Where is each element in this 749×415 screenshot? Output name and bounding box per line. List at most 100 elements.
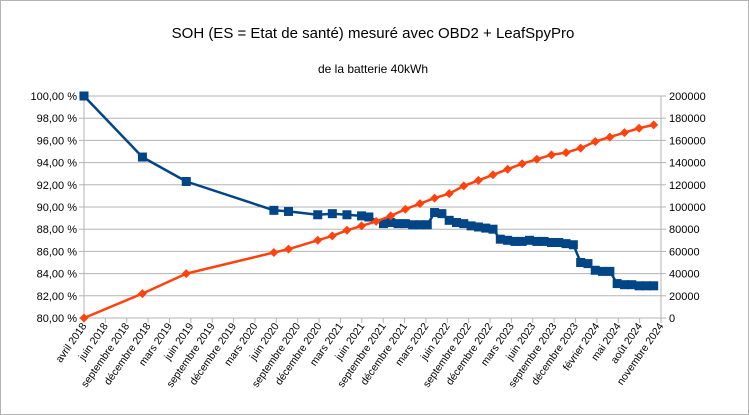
data-point bbox=[415, 199, 425, 209]
data-point bbox=[503, 235, 513, 245]
data-point bbox=[181, 269, 191, 279]
data-point bbox=[488, 170, 498, 180]
data-point bbox=[408, 220, 418, 230]
data-point bbox=[459, 181, 469, 191]
data-point bbox=[181, 176, 191, 186]
data-point bbox=[554, 238, 564, 248]
data-point bbox=[561, 239, 571, 249]
grid-layer bbox=[84, 95, 661, 319]
data-point bbox=[510, 236, 520, 246]
data-point bbox=[495, 234, 505, 244]
data-point bbox=[371, 216, 381, 226]
data-point bbox=[525, 235, 535, 245]
data-point bbox=[284, 244, 294, 254]
data-point bbox=[561, 148, 571, 158]
data-point bbox=[444, 215, 454, 225]
right-tick-label: 20000 bbox=[669, 291, 700, 303]
data-point bbox=[378, 219, 388, 229]
right-tick-label: 200000 bbox=[669, 91, 706, 103]
data-point bbox=[393, 219, 403, 229]
data-point bbox=[79, 313, 89, 323]
series-right-axis bbox=[79, 120, 659, 323]
data-point bbox=[539, 236, 549, 246]
left-tick-label: 88,00 % bbox=[37, 224, 78, 236]
data-point bbox=[473, 175, 483, 185]
data-point bbox=[327, 209, 337, 219]
data-point bbox=[568, 240, 578, 250]
left-tick-label: 90,00 % bbox=[37, 202, 78, 214]
data-point bbox=[590, 137, 600, 147]
right-axis: 0 20000 40000 60000 80000 100000 120000 140000 1… bbox=[661, 91, 706, 325]
data-point bbox=[451, 218, 461, 228]
data-point bbox=[532, 154, 542, 164]
data-point bbox=[137, 152, 147, 162]
chart-title: SOH (ES = Etat de santé) mesuré avec OBD… bbox=[172, 25, 575, 42]
data-point bbox=[386, 218, 396, 228]
data-point bbox=[532, 236, 542, 246]
data-point bbox=[342, 210, 352, 220]
left-tick-label: 80,00 % bbox=[37, 313, 78, 325]
right-tick-label: 100000 bbox=[669, 202, 706, 214]
left-axis: 80,00 % 82,00 % 84,00 % 86,00 % 88,00 % 90,00… bbox=[31, 91, 84, 325]
left-tick-label: 100,00 % bbox=[31, 91, 78, 103]
right-tick-label: 120000 bbox=[669, 180, 706, 192]
chart-subtitle: de la batterie 40kWh bbox=[318, 62, 428, 76]
data-point bbox=[649, 281, 659, 291]
data-point bbox=[576, 258, 586, 267]
data-point bbox=[473, 222, 483, 232]
data-point bbox=[503, 164, 513, 174]
data-point bbox=[649, 120, 659, 130]
data-point bbox=[386, 211, 396, 221]
data-point bbox=[641, 281, 651, 291]
data-point bbox=[627, 280, 637, 290]
data-point bbox=[415, 220, 425, 230]
data-point bbox=[459, 219, 469, 229]
data-point bbox=[619, 128, 629, 138]
series-layer bbox=[79, 91, 659, 323]
data-point bbox=[605, 132, 615, 142]
data-point bbox=[576, 143, 586, 153]
left-tick-label: 92,00 % bbox=[37, 180, 78, 192]
data-point bbox=[357, 211, 367, 221]
data-point bbox=[430, 193, 440, 203]
left-tick-label: 94,00 % bbox=[37, 158, 78, 170]
data-point bbox=[481, 223, 491, 233]
series-line bbox=[83, 95, 654, 288]
right-tick-label: 160000 bbox=[669, 135, 706, 147]
data-point bbox=[590, 265, 600, 275]
data-point bbox=[517, 159, 527, 169]
data-point bbox=[612, 279, 622, 289]
data-point bbox=[137, 289, 147, 299]
data-point bbox=[437, 209, 447, 219]
left-tick-label: 86,00 % bbox=[37, 246, 78, 258]
data-point bbox=[430, 208, 440, 218]
data-point bbox=[79, 91, 89, 101]
left-tick-label: 82,00 % bbox=[37, 291, 78, 303]
right-tick-label: 0 bbox=[669, 313, 675, 325]
right-tick-label: 40000 bbox=[669, 269, 700, 281]
data-point bbox=[422, 220, 432, 230]
data-point bbox=[327, 231, 337, 241]
data-point bbox=[598, 266, 608, 276]
data-point bbox=[488, 224, 498, 234]
series-left-axis bbox=[79, 91, 659, 291]
data-point bbox=[400, 219, 410, 229]
data-point bbox=[517, 236, 527, 246]
right-tick-label: 140000 bbox=[669, 158, 706, 170]
data-point bbox=[313, 235, 323, 245]
data-point bbox=[313, 210, 323, 220]
data-point bbox=[400, 204, 410, 214]
right-tick-label: 80000 bbox=[669, 224, 700, 236]
data-point bbox=[634, 281, 644, 291]
left-tick-label: 98,00 % bbox=[37, 113, 78, 125]
data-point bbox=[269, 248, 279, 258]
data-point bbox=[284, 206, 294, 216]
left-tick-label: 84,00 % bbox=[37, 269, 78, 281]
data-point bbox=[619, 280, 629, 290]
data-point bbox=[269, 205, 279, 215]
right-tick-label: 60000 bbox=[669, 246, 700, 258]
data-point bbox=[546, 238, 556, 248]
